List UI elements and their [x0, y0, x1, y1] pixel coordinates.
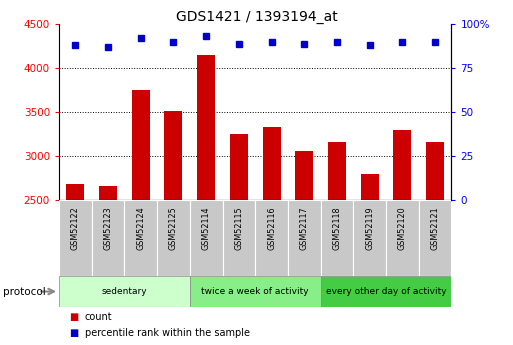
Text: ■: ■ — [69, 328, 78, 338]
Bar — [132, 90, 150, 200]
Text: percentile rank within the sample: percentile rank within the sample — [85, 328, 250, 338]
Text: GSM52115: GSM52115 — [234, 206, 243, 250]
Text: sedentary: sedentary — [102, 287, 147, 296]
Text: twice a week of activity: twice a week of activity — [202, 287, 309, 296]
Text: GSM52118: GSM52118 — [332, 206, 342, 250]
Bar — [190, 276, 321, 307]
Text: GDS1421 / 1393194_at: GDS1421 / 1393194_at — [175, 10, 338, 24]
Bar — [393, 130, 411, 200]
Text: GSM52114: GSM52114 — [202, 206, 211, 250]
Text: GSM52124: GSM52124 — [136, 206, 145, 250]
Bar — [223, 200, 255, 276]
Text: every other day of activity: every other day of activity — [326, 287, 446, 296]
Text: count: count — [85, 313, 112, 322]
Text: ■: ■ — [69, 313, 78, 322]
Bar — [230, 134, 248, 200]
Text: protocol: protocol — [3, 287, 45, 296]
Text: GSM52125: GSM52125 — [169, 206, 178, 250]
Bar — [66, 184, 84, 200]
Bar — [386, 200, 419, 276]
Bar — [328, 142, 346, 200]
Text: GSM52116: GSM52116 — [267, 206, 276, 250]
Bar — [321, 276, 451, 307]
Bar — [255, 200, 288, 276]
Bar — [353, 200, 386, 276]
Bar — [59, 276, 190, 307]
Bar — [295, 151, 313, 200]
Text: GSM52121: GSM52121 — [430, 206, 440, 250]
Bar — [190, 200, 223, 276]
Bar — [59, 200, 92, 276]
Text: GSM52123: GSM52123 — [104, 206, 112, 250]
Bar — [165, 111, 183, 200]
Text: GSM52119: GSM52119 — [365, 206, 374, 250]
Text: GSM52120: GSM52120 — [398, 206, 407, 250]
Bar — [288, 200, 321, 276]
Bar — [419, 200, 451, 276]
Bar — [361, 174, 379, 200]
Bar — [321, 200, 353, 276]
Text: GSM52117: GSM52117 — [300, 206, 309, 250]
Bar — [124, 200, 157, 276]
Bar — [426, 142, 444, 200]
Bar — [99, 186, 117, 200]
Bar — [197, 55, 215, 200]
Bar — [92, 200, 125, 276]
Bar — [263, 127, 281, 200]
Bar — [157, 200, 190, 276]
Text: GSM52122: GSM52122 — [71, 206, 80, 250]
